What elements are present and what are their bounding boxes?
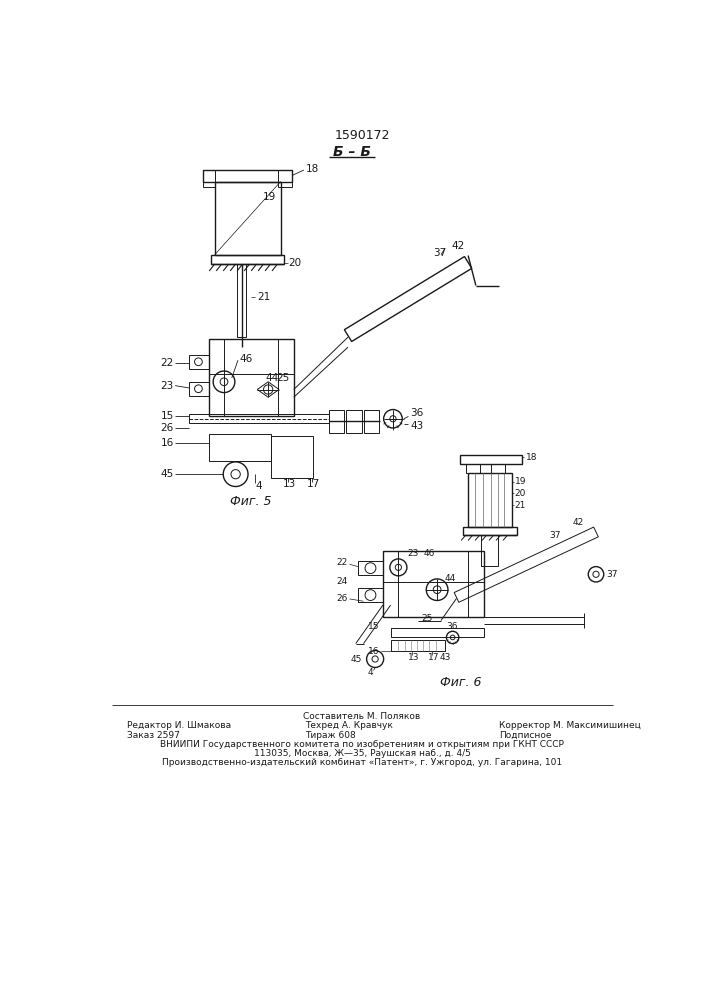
Text: 20: 20 xyxy=(288,258,301,268)
Bar xyxy=(329,410,344,433)
Text: 43: 43 xyxy=(410,421,423,431)
Text: 36: 36 xyxy=(446,622,458,631)
Text: 25: 25 xyxy=(276,373,289,383)
Text: 37: 37 xyxy=(549,531,561,540)
Text: 16: 16 xyxy=(160,438,174,448)
Text: 19: 19 xyxy=(515,477,526,486)
Bar xyxy=(460,455,522,464)
Text: 43: 43 xyxy=(439,653,450,662)
Text: 13: 13 xyxy=(284,479,296,489)
Text: 37: 37 xyxy=(433,248,447,258)
Text: 20: 20 xyxy=(515,489,526,498)
Text: 21: 21 xyxy=(257,292,271,302)
Bar xyxy=(203,170,215,187)
Text: 17: 17 xyxy=(428,653,439,662)
Text: Составитель М. Поляков: Составитель М. Поляков xyxy=(303,712,421,721)
Bar xyxy=(391,640,445,651)
Bar xyxy=(358,561,383,575)
Text: 45: 45 xyxy=(160,469,174,479)
Text: 22: 22 xyxy=(160,358,174,368)
Text: 26: 26 xyxy=(160,423,174,433)
Bar xyxy=(237,264,247,337)
Text: Подписное: Подписное xyxy=(499,731,551,740)
Text: 37: 37 xyxy=(606,570,618,579)
Bar xyxy=(466,464,480,473)
Text: 24: 24 xyxy=(337,578,348,586)
Text: 15: 15 xyxy=(368,622,379,631)
Bar xyxy=(462,527,517,535)
Bar xyxy=(211,255,284,264)
Bar xyxy=(491,464,506,473)
Text: 23: 23 xyxy=(160,381,174,391)
Text: Производственно-издательский комбинат «Патент», г. Ужгород, ул. Гагарина, 101: Производственно-издательский комбинат «П… xyxy=(162,758,562,767)
Bar xyxy=(346,410,362,433)
Text: 21: 21 xyxy=(515,500,526,510)
Text: Тираж 608: Тираж 608 xyxy=(305,731,356,740)
Text: Редактор И. Шмакова: Редактор И. Шмакова xyxy=(127,721,231,730)
Bar xyxy=(279,170,292,187)
Bar xyxy=(358,588,383,602)
Text: Б – Б: Б – Б xyxy=(333,145,371,159)
Bar xyxy=(363,410,379,433)
Text: 46: 46 xyxy=(240,354,252,364)
Bar xyxy=(189,414,329,423)
Text: 46: 46 xyxy=(423,549,435,558)
Text: Заказ 2597: Заказ 2597 xyxy=(127,731,180,740)
Text: 16: 16 xyxy=(368,647,379,656)
Bar xyxy=(189,382,209,396)
Text: 18: 18 xyxy=(305,164,319,174)
Text: 15: 15 xyxy=(160,411,174,421)
Text: ВНИИПИ Государственного комитета по изобретениям и открытиям при ГКНТ СССР: ВНИИПИ Государственного комитета по изоб… xyxy=(160,740,564,749)
Text: Техред А. Кравчук: Техред А. Кравчук xyxy=(305,721,393,730)
Text: 44: 44 xyxy=(445,574,456,583)
Bar xyxy=(481,535,498,566)
Text: 4: 4 xyxy=(368,668,373,677)
Text: Корректор М. Максимишинец: Корректор М. Максимишинец xyxy=(499,721,641,730)
Text: Фиг. 6: Фиг. 6 xyxy=(440,676,481,689)
Text: 13: 13 xyxy=(408,653,420,662)
Text: 25: 25 xyxy=(421,614,433,623)
Text: 113035, Москва, Ж—35, Раушская наб., д. 4/5: 113035, Москва, Ж—35, Раушская наб., д. … xyxy=(254,749,470,758)
Bar xyxy=(468,473,512,527)
Bar xyxy=(203,170,292,182)
Bar xyxy=(391,628,484,637)
Bar xyxy=(271,436,313,478)
Bar xyxy=(189,355,209,369)
Text: 36: 36 xyxy=(410,408,423,418)
Text: 42: 42 xyxy=(573,518,584,527)
Text: 22: 22 xyxy=(337,558,348,567)
Bar xyxy=(215,182,281,255)
Text: 4: 4 xyxy=(255,481,262,491)
Bar xyxy=(209,434,271,461)
Text: 19: 19 xyxy=(263,192,276,202)
Text: 1590172: 1590172 xyxy=(334,129,390,142)
Text: 18: 18 xyxy=(526,453,538,462)
Text: 44: 44 xyxy=(265,373,279,383)
Text: 42: 42 xyxy=(451,241,464,251)
Bar xyxy=(383,551,484,617)
Text: 45: 45 xyxy=(351,654,362,664)
Bar xyxy=(209,339,293,416)
Text: Фиг. 5: Фиг. 5 xyxy=(230,495,272,508)
Text: 17: 17 xyxy=(307,479,320,489)
Text: 23: 23 xyxy=(408,549,419,558)
Text: 26: 26 xyxy=(337,594,348,603)
